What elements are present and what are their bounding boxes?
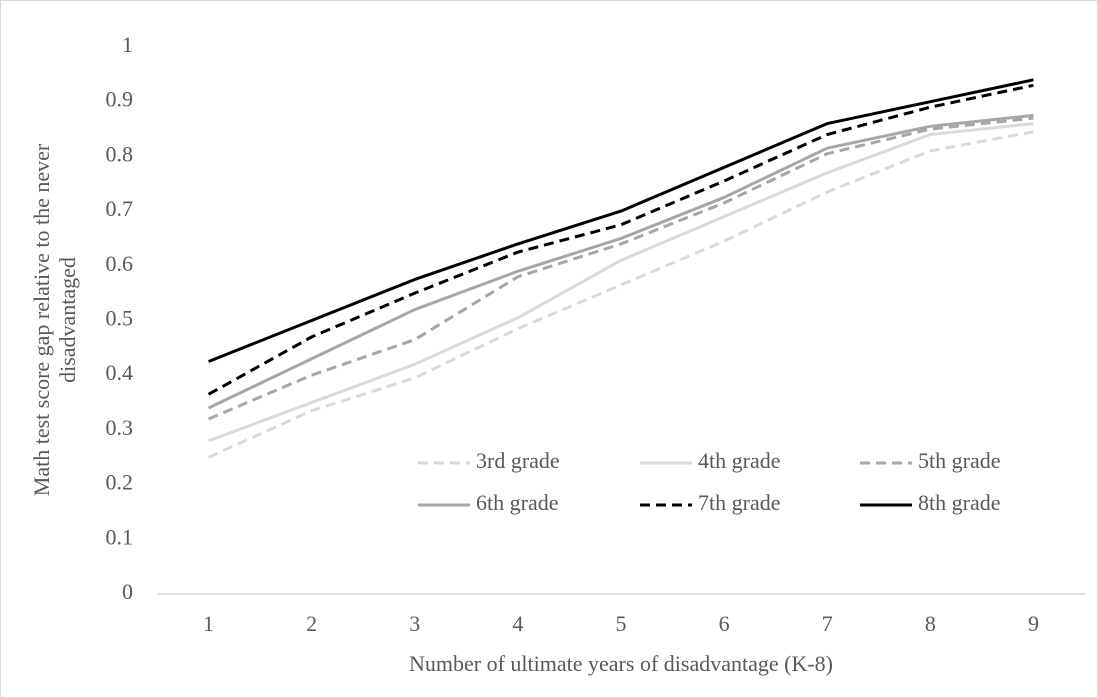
y-tick-label: 0 [122, 579, 133, 604]
series-line [208, 122, 1034, 443]
y-axis-label-line: Math test score gap relative to the neve… [29, 143, 54, 496]
y-tick-label: 1 [122, 32, 133, 57]
y-tick-label: 0.1 [106, 524, 134, 549]
y-tick-label: 0.9 [106, 87, 134, 112]
legend-label: 4th grade [698, 448, 780, 473]
y-axis-label: Math test score gap relative to the neve… [29, 143, 80, 496]
legend-label: 7th grade [698, 490, 780, 515]
y-tick-label: 0.2 [106, 470, 134, 495]
legend-label: 8th grade [918, 490, 1000, 515]
y-tick-label: 0.3 [106, 415, 134, 440]
y-tick-label: 0.8 [106, 141, 134, 166]
y-tick-label: 0.4 [106, 360, 134, 385]
x-tick-label: 5 [616, 611, 627, 636]
y-axis-label-line: disadvantaged [55, 257, 80, 383]
series-line [207, 130, 1034, 459]
x-tick-label: 9 [1028, 611, 1039, 636]
legend-label: 3rd grade [476, 448, 560, 473]
x-tick-label: 7 [822, 611, 833, 636]
series-line [207, 83, 1034, 396]
x-tick-label: 8 [925, 611, 936, 636]
y-tick-label: 0.6 [106, 251, 134, 276]
series-line [207, 113, 1034, 410]
x-tick-label: 6 [719, 611, 730, 636]
legend-label: 6th grade [476, 490, 558, 515]
y-tick-label: 0.7 [106, 196, 134, 221]
x-tick-label: 3 [409, 611, 420, 636]
legend-label: 5th grade [918, 448, 1000, 473]
x-tick-label: 2 [306, 611, 317, 636]
x-tick-label: 1 [203, 611, 214, 636]
y-tick-label: 0.5 [106, 306, 134, 331]
series-line [207, 116, 1034, 421]
x-axis-label: Number of ultimate years of disadvantage… [409, 651, 833, 676]
x-tick-label: 4 [512, 611, 523, 636]
series-line [208, 78, 1034, 363]
